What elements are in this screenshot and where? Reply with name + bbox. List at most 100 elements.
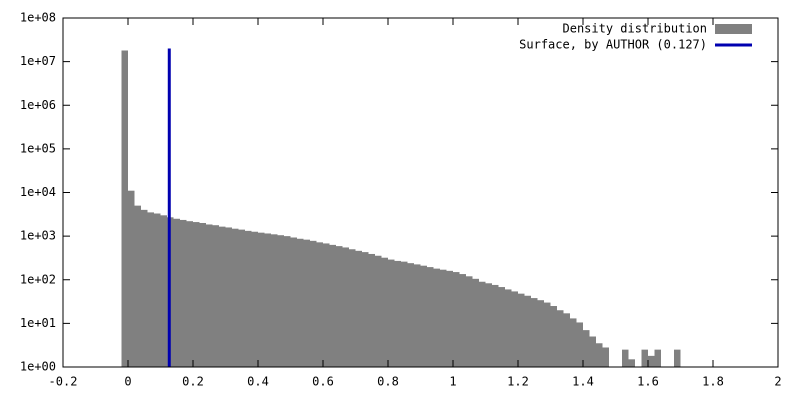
- bar: [199, 222, 206, 367]
- bar: [414, 264, 421, 367]
- bar: [264, 233, 271, 367]
- x-tick-label: 0: [124, 375, 131, 389]
- bar: [485, 283, 492, 367]
- x-tick-label: 0.2: [182, 375, 204, 389]
- bar: [472, 278, 479, 367]
- bar: [336, 246, 343, 367]
- bar: [141, 209, 148, 367]
- bar: [622, 349, 629, 367]
- bar: [446, 270, 453, 367]
- bar: [388, 259, 395, 367]
- bar: [290, 237, 297, 367]
- bar: [466, 276, 473, 367]
- bar: [550, 306, 557, 367]
- x-tick-label: -0.2: [49, 375, 78, 389]
- bar: [433, 268, 440, 367]
- bar: [453, 272, 460, 367]
- bar: [531, 298, 538, 367]
- bar: [212, 225, 219, 367]
- bar: [596, 343, 603, 367]
- bar: [440, 269, 447, 367]
- bar: [362, 252, 369, 367]
- bar: [628, 359, 635, 367]
- y-tick-label: 1e+06: [20, 98, 56, 112]
- bar: [544, 302, 551, 367]
- legend-swatch: [715, 24, 752, 34]
- bar: [219, 226, 226, 367]
- legend-label: Density distribution: [563, 22, 708, 36]
- bar: [173, 218, 180, 367]
- x-tick-label: 1: [449, 375, 456, 389]
- bar: [245, 230, 252, 367]
- bar: [232, 228, 239, 367]
- bar: [121, 50, 128, 367]
- x-tick-label: 0.4: [247, 375, 269, 389]
- x-tick-label: 1.4: [572, 375, 594, 389]
- bar: [147, 212, 154, 367]
- bar: [524, 295, 531, 367]
- bar: [323, 243, 330, 367]
- bar: [518, 293, 525, 367]
- bar: [557, 310, 564, 367]
- bar: [368, 253, 375, 367]
- x-tick-label: 1.8: [702, 375, 724, 389]
- y-tick-label: 1e+02: [20, 272, 56, 286]
- bar: [355, 250, 362, 367]
- x-tick-label: 0.8: [377, 375, 399, 389]
- y-tick-label: 1e+05: [20, 141, 56, 155]
- y-tick-label: 1e+01: [20, 316, 56, 330]
- bar: [394, 260, 401, 367]
- y-tick-label: 1e+00: [20, 360, 56, 374]
- bar: [128, 190, 135, 367]
- y-tick-label: 1e+08: [20, 11, 56, 25]
- bar: [459, 274, 466, 367]
- bar: [511, 291, 518, 367]
- bar: [583, 330, 590, 367]
- x-tick-label: 1.2: [507, 375, 529, 389]
- bar: [284, 236, 291, 367]
- bar: [589, 336, 596, 367]
- bar: [641, 349, 648, 367]
- bar: [134, 205, 141, 367]
- legend-label: Surface, by AUTHOR (0.127): [519, 38, 707, 52]
- bar: [407, 263, 414, 367]
- x-tick-label: 1.6: [637, 375, 659, 389]
- bar: [154, 213, 161, 367]
- bar: [342, 247, 349, 367]
- y-tick-label: 1e+07: [20, 54, 56, 68]
- bar: [602, 347, 609, 367]
- bar: [563, 313, 570, 367]
- y-tick-label: 1e+03: [20, 229, 56, 243]
- bar: [401, 261, 408, 367]
- bar: [297, 238, 304, 367]
- bar: [420, 265, 427, 367]
- bar: [498, 287, 505, 367]
- bar: [505, 289, 512, 367]
- bar: [206, 224, 213, 367]
- bar: [570, 318, 577, 367]
- bar: [492, 284, 499, 367]
- bar: [310, 240, 317, 367]
- bar: [537, 300, 544, 367]
- bar: [238, 229, 245, 367]
- bar: [329, 244, 336, 367]
- bar: [316, 242, 323, 367]
- y-tick-label: 1e+04: [20, 185, 56, 199]
- x-tick-label: 0.6: [312, 375, 334, 389]
- bar: [271, 234, 278, 367]
- bar: [576, 322, 583, 367]
- x-tick-label: 2: [774, 375, 781, 389]
- bar: [381, 257, 388, 367]
- bar: [648, 355, 655, 367]
- bar: [674, 349, 681, 367]
- bar: [180, 219, 187, 367]
- bar: [303, 239, 310, 367]
- bar: [160, 215, 167, 367]
- bar: [375, 255, 382, 367]
- bar: [277, 235, 284, 367]
- bar: [654, 349, 661, 367]
- bar: [251, 231, 258, 367]
- bar: [186, 221, 193, 367]
- bar: [349, 249, 356, 367]
